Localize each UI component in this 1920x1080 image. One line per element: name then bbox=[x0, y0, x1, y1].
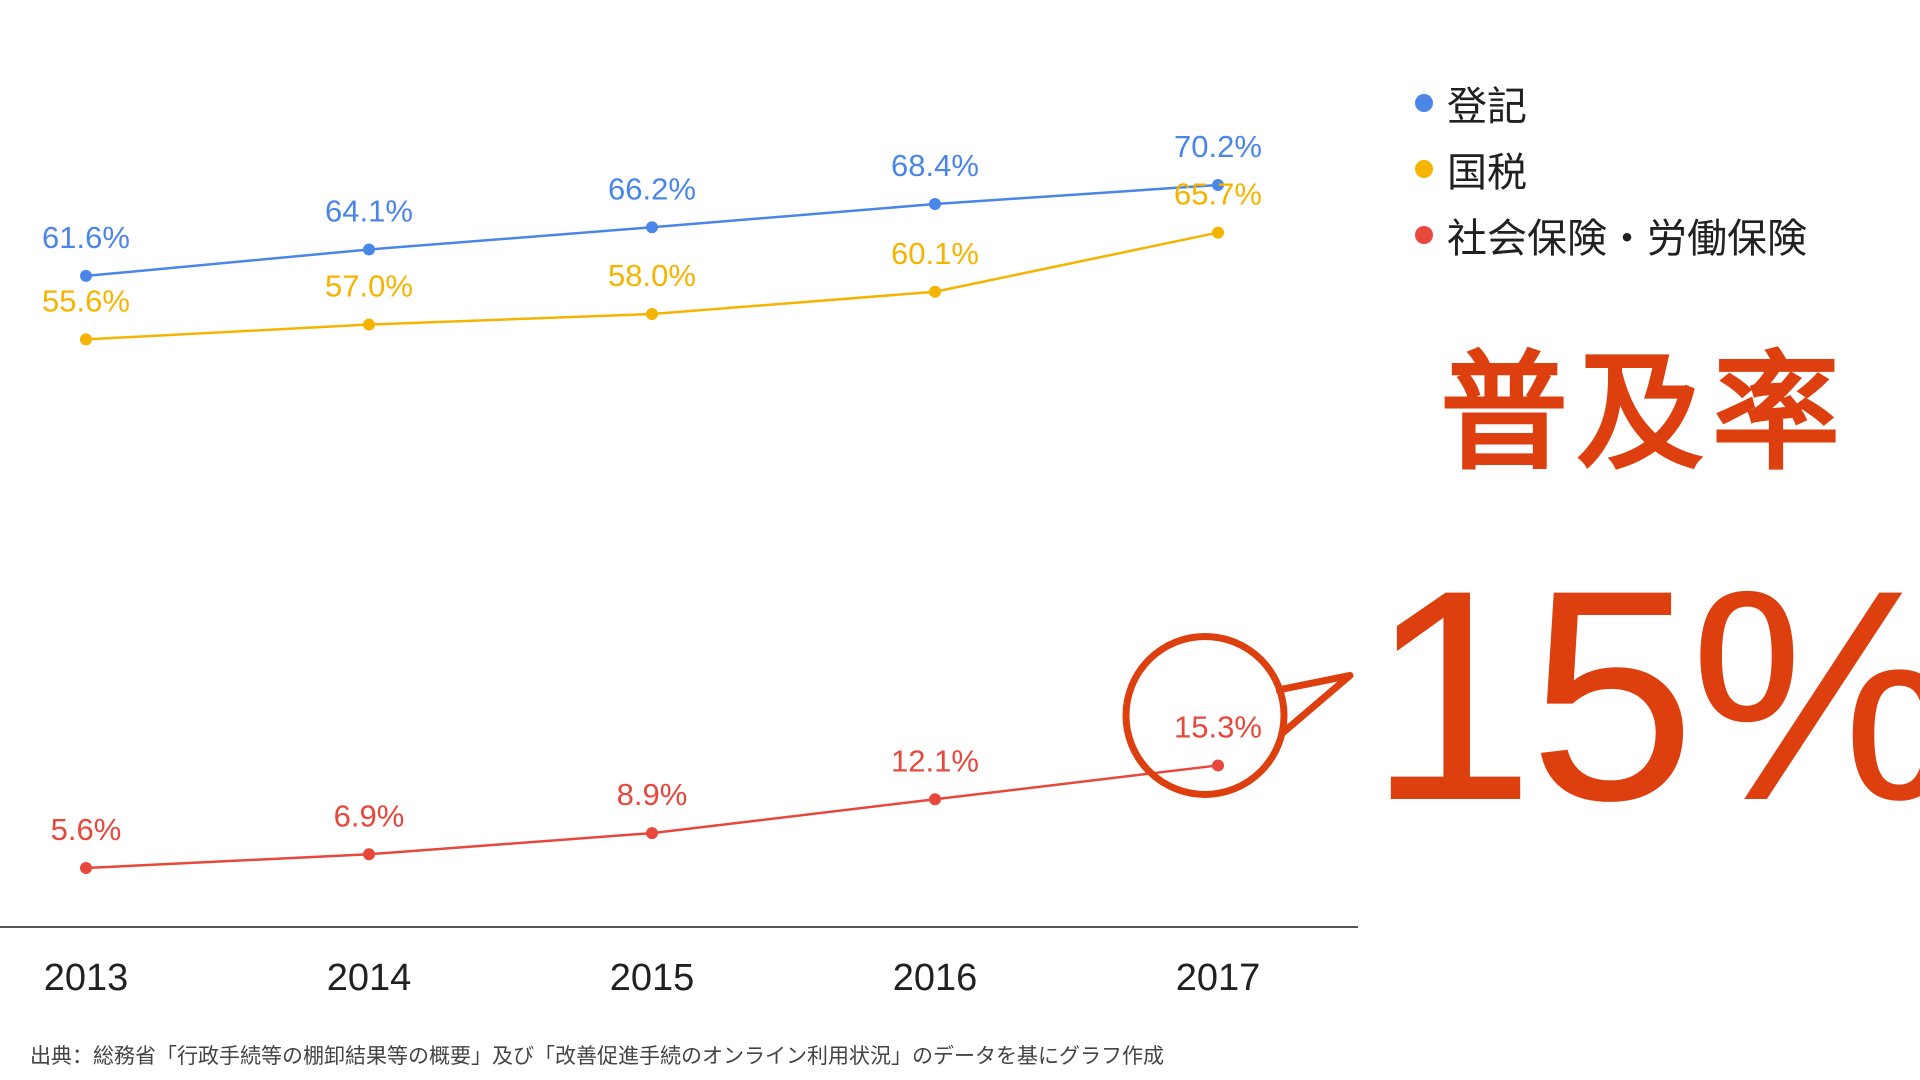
data-label-national-tax-2014: 57.0% bbox=[325, 269, 413, 304]
x-tick-label-2015: 2015 bbox=[610, 957, 695, 999]
legend-marker bbox=[1415, 226, 1433, 244]
data-label-registration-2015: 66.2% bbox=[608, 171, 696, 206]
legend-marker bbox=[1415, 94, 1433, 112]
data-label-social-insurance-2014: 6.9% bbox=[334, 798, 405, 833]
data-point-registration-2017 bbox=[1212, 179, 1224, 191]
data-point-social-insurance-2013 bbox=[80, 862, 92, 874]
callout-tail bbox=[1275, 671, 1354, 737]
data-label-national-tax-2013: 55.6% bbox=[42, 283, 130, 318]
data-label-national-tax-2016: 60.1% bbox=[891, 236, 979, 271]
headline: 普及率 bbox=[1440, 339, 1849, 488]
callout-circle bbox=[1122, 632, 1288, 798]
x-tick-label-2016: 2016 bbox=[893, 957, 978, 999]
x-tick-label-2017: 2017 bbox=[1176, 957, 1261, 999]
data-point-social-insurance-2014 bbox=[363, 848, 375, 861]
data-label-social-insurance-2013: 5.6% bbox=[51, 812, 122, 847]
data-point-national-tax-2014 bbox=[363, 318, 375, 331]
data-label-registration-2013: 61.6% bbox=[42, 220, 130, 255]
data-point-national-tax-2015 bbox=[646, 307, 658, 320]
x-axis-ticks: 2013 2014 2015 2016 2017 bbox=[44, 957, 1261, 999]
data-label-social-insurance-2015: 8.9% bbox=[617, 777, 688, 812]
data-label-national-tax-2015: 58.0% bbox=[608, 258, 696, 293]
data-label-social-insurance-2017: 15.3% bbox=[1174, 709, 1262, 744]
data-point-national-tax-2013 bbox=[80, 333, 92, 346]
data-point-registration-2013 bbox=[80, 269, 92, 282]
data-point-social-insurance-2015 bbox=[646, 827, 658, 840]
x-tick-label-2013: 2013 bbox=[44, 957, 129, 999]
data-points bbox=[80, 179, 1224, 874]
data-label-national-tax-2017: 65.7% bbox=[1174, 177, 1262, 212]
legend-label: 社会保険・労働保険 bbox=[1447, 216, 1807, 262]
legend-item-national-tax: 国税 bbox=[1415, 136, 1807, 202]
data-point-registration-2014 bbox=[363, 243, 375, 256]
data-label-registration-2017: 70.2% bbox=[1174, 129, 1262, 164]
source-note: 出典：総務省「行政手続等の棚卸結果等の概要」及び「改善促進手続のオンライン利用状… bbox=[30, 1044, 1164, 1068]
data-point-registration-2016 bbox=[929, 198, 941, 211]
data-labels: 61.6% 64.1% 66.2% 68.4% 70.2% 55.6% 57.0% 58.0%… bbox=[42, 129, 1262, 847]
data-label-registration-2014: 64.1% bbox=[325, 193, 413, 228]
legend-item-registration: 登記 bbox=[1415, 70, 1807, 136]
data-label-registration-2016: 68.4% bbox=[891, 148, 979, 183]
legend-label: 国税 bbox=[1447, 150, 1527, 196]
line-chart: 61.6% 64.1% 66.2% 68.4% 70.2% 55.6% 57.0% 58.0%… bbox=[0, 129, 1358, 999]
x-tick-label-2014: 2014 bbox=[327, 957, 412, 999]
data-label-social-insurance-2016: 12.1% bbox=[891, 743, 979, 778]
data-point-social-insurance-2017 bbox=[1212, 759, 1224, 772]
legend-marker bbox=[1415, 160, 1433, 178]
legend: 登記 国税 社会保険・労働保険 bbox=[1415, 70, 1807, 268]
data-point-national-tax-2017 bbox=[1212, 226, 1224, 239]
legend-item-social-insurance: 社会保険・労働保険 bbox=[1415, 202, 1807, 268]
highlight-callout bbox=[1122, 632, 1354, 798]
data-point-national-tax-2016 bbox=[929, 285, 941, 298]
data-point-social-insurance-2016 bbox=[929, 793, 941, 806]
legend-label: 登記 bbox=[1447, 84, 1527, 130]
big-number: 15% bbox=[1368, 527, 1920, 863]
data-point-registration-2015 bbox=[646, 221, 658, 234]
